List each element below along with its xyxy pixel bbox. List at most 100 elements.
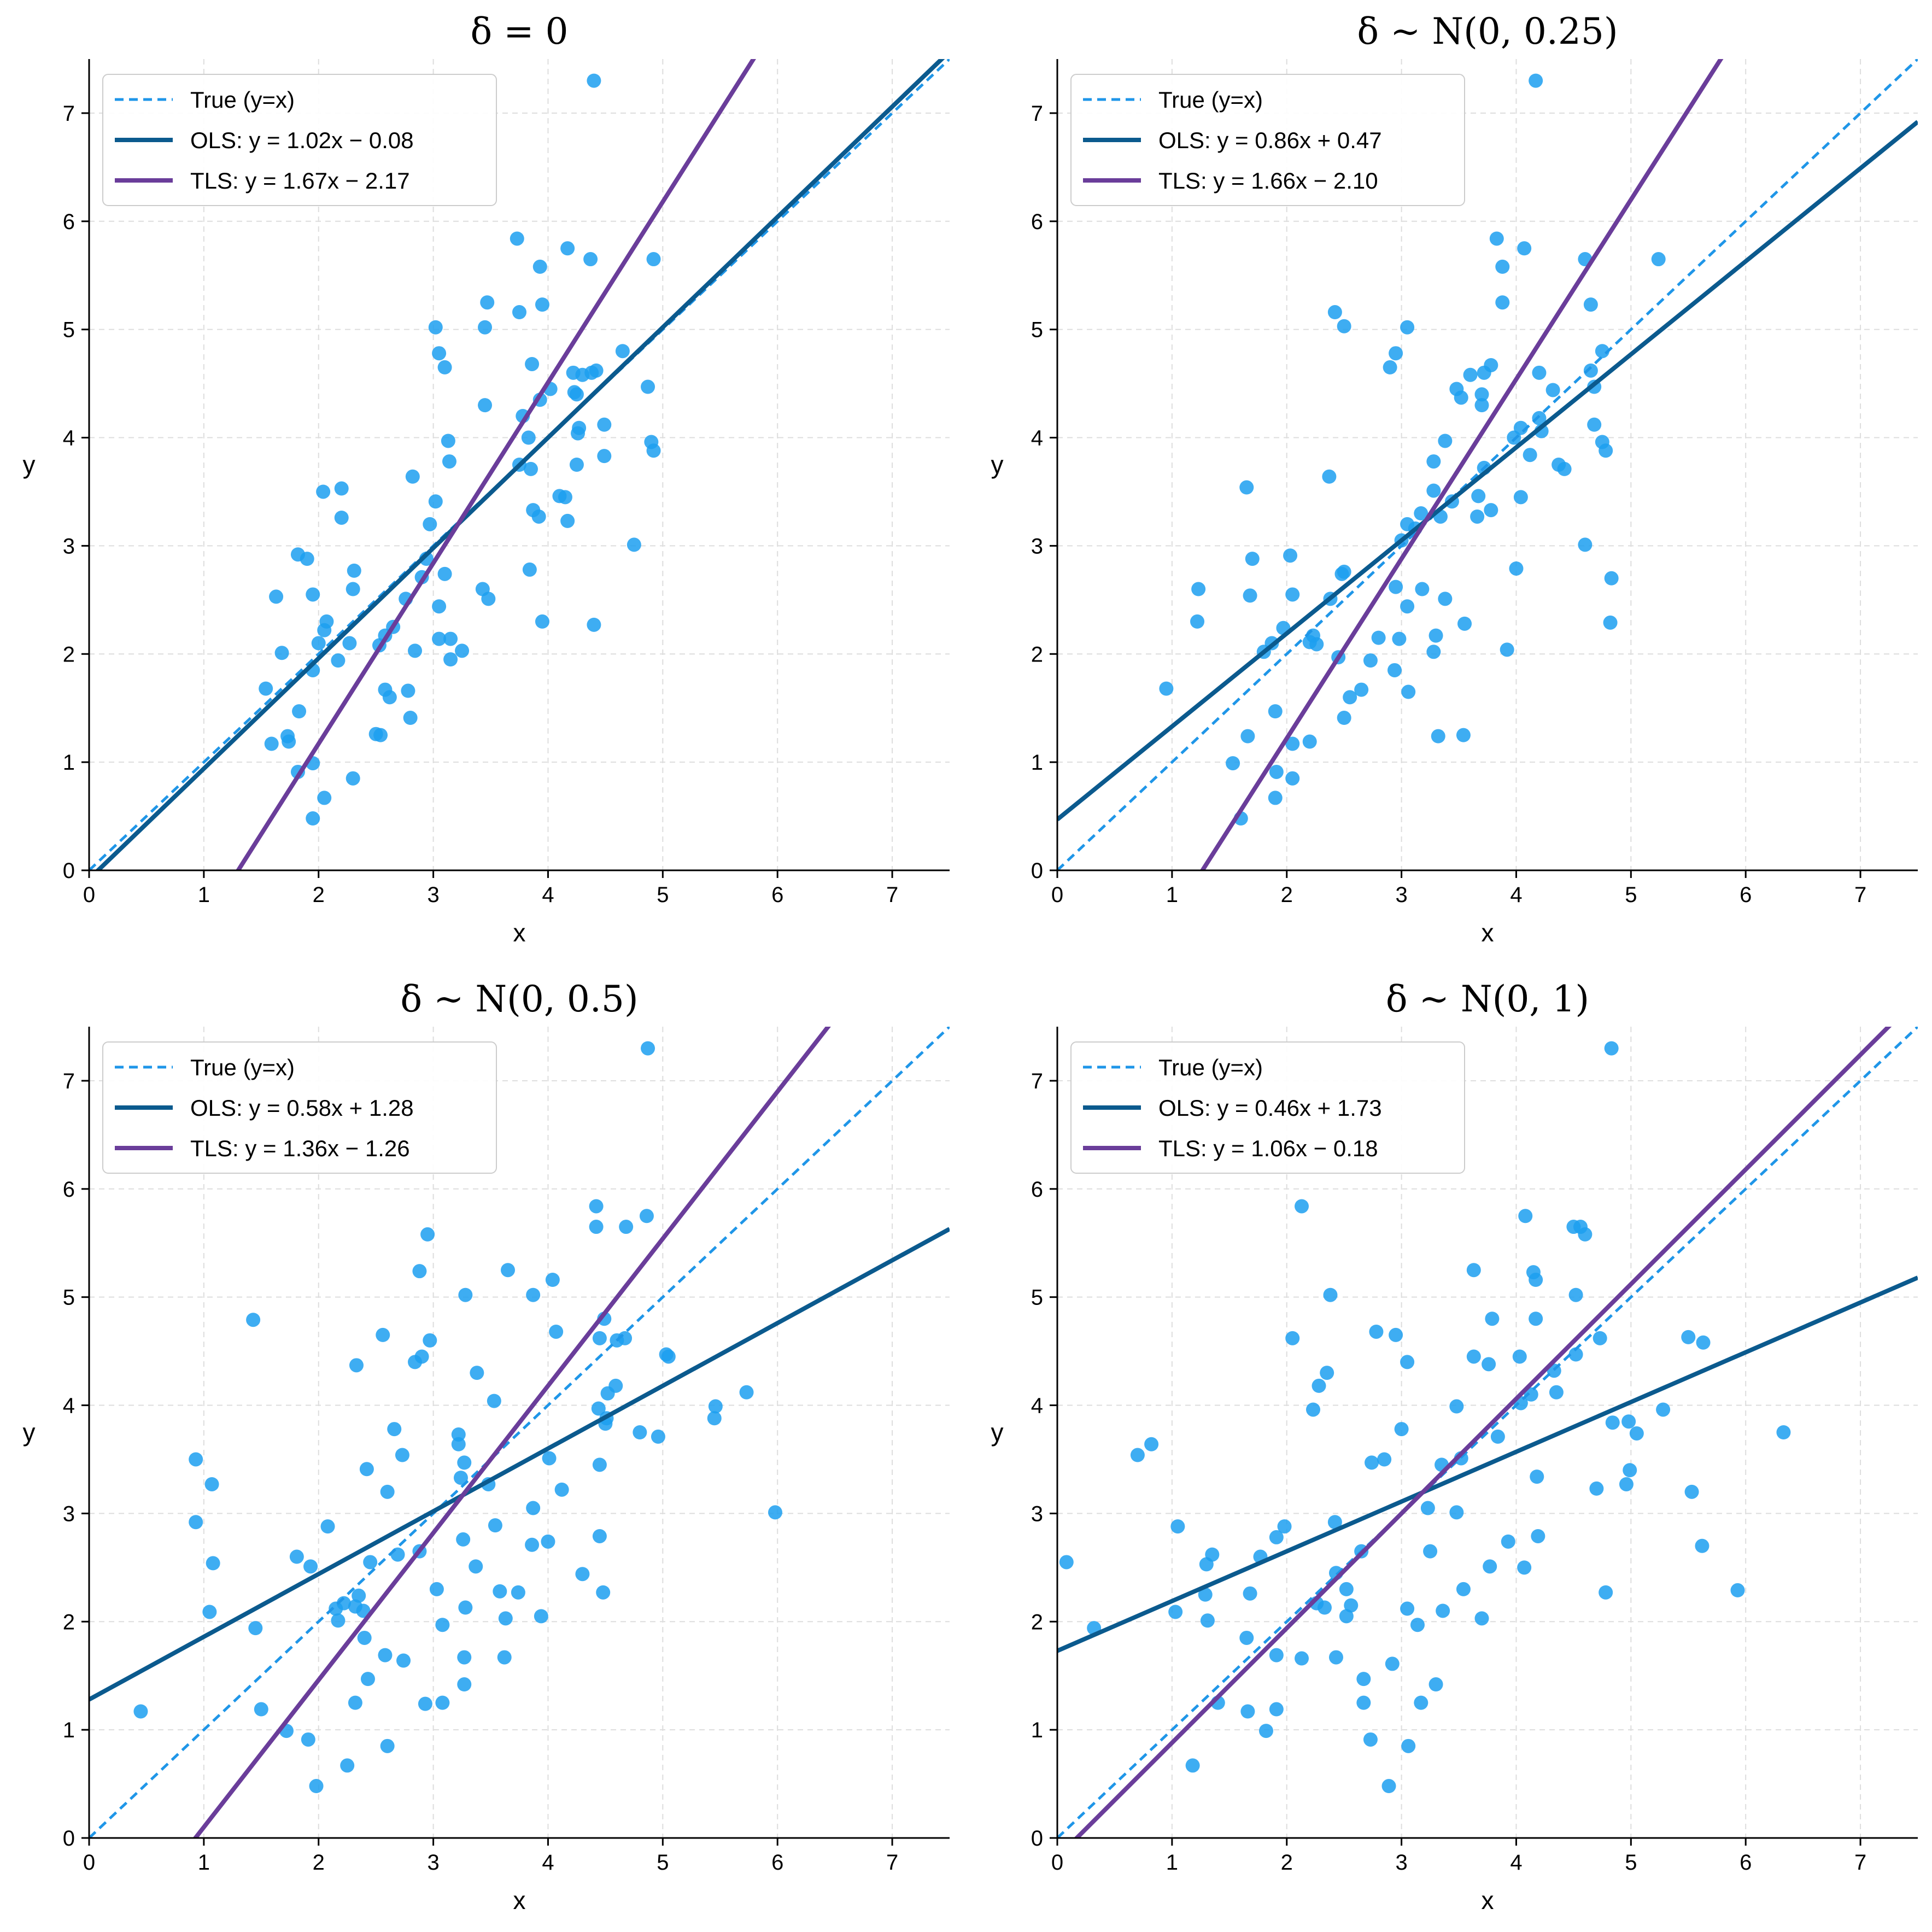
data-point: [1240, 729, 1255, 743]
tls-line: [1199, 59, 1724, 870]
scatter-points: [259, 73, 661, 826]
x-tick-label: 6: [771, 883, 783, 907]
x-tick-label: 4: [1510, 1851, 1522, 1875]
legend: True (y=x) OLS: y = 0.86x + 0.47 TLS: y = …: [1070, 74, 1465, 206]
data-point: [596, 1585, 611, 1600]
data-point: [592, 1457, 607, 1472]
data-point: [1517, 241, 1532, 256]
data-point: [352, 1588, 366, 1603]
data-point: [329, 1601, 343, 1616]
y-tick-label: 4: [63, 426, 75, 450]
data-point: [1593, 1331, 1607, 1345]
data-point: [1269, 1648, 1284, 1662]
data-point: [457, 1650, 472, 1665]
data-point: [1471, 489, 1486, 504]
x-tick-label: 6: [1740, 1851, 1752, 1875]
data-point: [1144, 1437, 1159, 1451]
chart-title: δ ~ N(0, 0.5): [400, 978, 638, 1020]
y-tick-label: 4: [1031, 426, 1043, 450]
data-point: [1356, 1672, 1371, 1687]
data-point: [646, 252, 661, 267]
data-point: [1482, 1357, 1496, 1372]
legend-box: [1070, 1041, 1465, 1174]
y-tick-label: 2: [1031, 642, 1043, 666]
data-point: [1423, 1544, 1438, 1559]
data-point: [708, 1399, 723, 1414]
data-point: [542, 1451, 557, 1466]
y-tick-label: 4: [1031, 1394, 1043, 1418]
data-point: [1400, 320, 1415, 335]
y-tick-label: 5: [1031, 318, 1043, 342]
data-point: [1623, 1463, 1637, 1478]
data-point: [1449, 1505, 1464, 1520]
data-point: [1474, 1611, 1489, 1626]
data-point: [1495, 259, 1510, 274]
data-point: [1428, 628, 1443, 643]
data-point: [254, 1702, 268, 1717]
data-point: [493, 1584, 507, 1599]
data-point: [646, 443, 661, 458]
data-point: [396, 1653, 411, 1668]
data-point: [1517, 1560, 1532, 1575]
data-point: [600, 1386, 615, 1401]
data-point: [1239, 1630, 1254, 1645]
x-tick-label: 1: [198, 1851, 210, 1875]
chart-title: δ = 0: [471, 10, 569, 52]
data-point: [387, 1422, 402, 1437]
data-point: [1363, 1732, 1378, 1747]
data-point: [641, 379, 655, 394]
data-point: [525, 356, 540, 371]
data-point: [1545, 383, 1560, 397]
data-point: [1327, 1515, 1342, 1530]
data-point: [457, 1677, 472, 1692]
data-point: [1317, 1600, 1332, 1615]
data-point: [1239, 480, 1254, 495]
y-tick-label: 0: [63, 1826, 75, 1851]
data-point: [1599, 443, 1613, 458]
data-point: [470, 1366, 484, 1380]
data-point: [1130, 1448, 1145, 1462]
data-point: [1484, 503, 1498, 518]
data-point: [432, 346, 447, 361]
data-point: [1776, 1425, 1791, 1439]
x-tick-label: 0: [83, 883, 95, 907]
data-point: [511, 1585, 525, 1600]
data-point: [478, 398, 493, 413]
data-point: [435, 1618, 450, 1632]
data-point: [435, 1695, 450, 1710]
data-point: [1500, 642, 1514, 657]
y-tick-label: 4: [63, 1394, 75, 1418]
data-point: [641, 1041, 655, 1056]
data-point: [1501, 1534, 1515, 1549]
data-point: [1604, 571, 1619, 586]
chart-title: δ ~ N(0, 0.25): [1357, 10, 1618, 52]
data-point: [1696, 1335, 1711, 1350]
data-point: [1190, 614, 1205, 629]
data-point: [380, 1484, 395, 1499]
data-point: [437, 566, 452, 581]
data-point: [501, 1263, 516, 1278]
data-point: [360, 1672, 375, 1687]
data-point: [532, 259, 547, 274]
x-tick-label: 5: [1625, 883, 1637, 907]
data-point: [1684, 1484, 1699, 1499]
data-point: [1428, 1677, 1443, 1692]
data-point: [1385, 1656, 1400, 1671]
data-point: [1477, 365, 1491, 380]
subplot-3: 0 1 2 3 4 5 6 7 0 1 2 3 4 5 6 7 x y δ ~ N(0, 0.5) True (y=x…: [23, 978, 950, 1915]
data-point: [1414, 1695, 1428, 1710]
data-point: [487, 1394, 501, 1408]
data-point: [541, 1534, 555, 1549]
data-point: [597, 449, 612, 464]
x-tick-label: 7: [1854, 1851, 1866, 1875]
data-point: [1656, 1402, 1671, 1417]
data-point: [560, 513, 575, 528]
tls-line: [235, 59, 756, 870]
x-tick-label: 7: [886, 1851, 898, 1875]
x-tick-label: 0: [83, 1851, 95, 1875]
legend-label-tls-line: TLS: y = 1.66x − 2.10: [1158, 168, 1378, 194]
data-point: [1549, 1385, 1564, 1400]
legend-label-tls-line: TLS: y = 1.67x − 2.17: [190, 168, 410, 194]
data-point: [1400, 599, 1415, 614]
